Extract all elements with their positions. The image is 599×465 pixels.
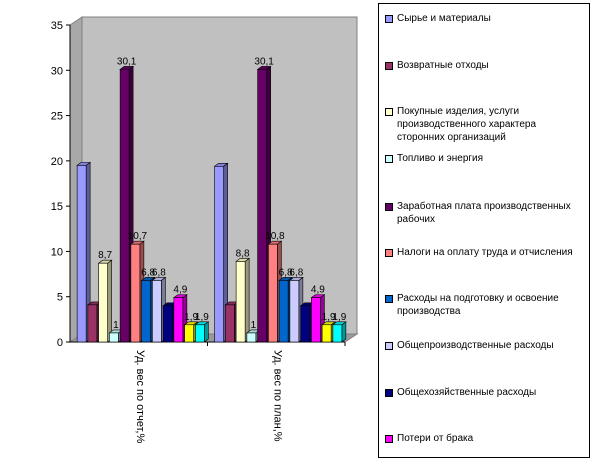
y-tick-label: 15 bbox=[51, 201, 63, 213]
bar bbox=[98, 262, 108, 343]
legend-label: Сырье и материалы bbox=[397, 13, 491, 24]
bar bbox=[257, 69, 267, 343]
legend-label: Расходы на подготовку и освоение произво… bbox=[397, 293, 559, 317]
bar bbox=[141, 280, 151, 343]
data-label: 1,9 bbox=[184, 312, 198, 323]
legend-swatch bbox=[385, 155, 393, 163]
data-label: 6,8 bbox=[289, 267, 303, 278]
bar bbox=[278, 280, 289, 343]
data-label: 30,1 bbox=[254, 56, 274, 67]
data-label: 1,9 bbox=[195, 312, 209, 323]
y-tick-label: 35 bbox=[51, 20, 63, 32]
legend-swatch bbox=[385, 15, 393, 23]
category-label: Уд. вес по отчет,% bbox=[134, 350, 146, 443]
bar bbox=[109, 332, 119, 343]
data-label: 4,9 bbox=[173, 285, 187, 296]
category-label: Уд. вес по план,% bbox=[271, 350, 283, 442]
y-tick-label: 30 bbox=[51, 65, 63, 77]
legend-swatch bbox=[385, 108, 393, 116]
bar bbox=[214, 165, 224, 343]
bar-side bbox=[107, 259, 112, 343]
bar bbox=[87, 304, 98, 343]
bar bbox=[162, 305, 173, 343]
legend-swatch bbox=[385, 389, 393, 397]
legend-label: Покупные изделия, услуги производственно… bbox=[397, 106, 537, 143]
data-label: 8,7 bbox=[98, 250, 112, 261]
bar bbox=[321, 324, 332, 343]
data-label: 1 bbox=[113, 320, 119, 331]
bar bbox=[184, 324, 194, 343]
legend-label: Общепроизводственные расходы bbox=[397, 340, 554, 351]
bar-side bbox=[244, 257, 250, 343]
legend-label: Потери от брака bbox=[397, 433, 474, 444]
bar bbox=[235, 261, 246, 343]
legend-swatch bbox=[385, 62, 393, 70]
data-label: 10,8 bbox=[265, 231, 285, 242]
bar bbox=[289, 280, 300, 343]
legend-label: Топливо и энергия bbox=[397, 153, 484, 164]
y-tick-label: 5 bbox=[57, 292, 63, 304]
bar bbox=[332, 324, 343, 343]
data-label: 1,9 bbox=[332, 312, 346, 323]
legend-swatch bbox=[385, 342, 393, 350]
legend-label: Налоги на оплату труда и отчисления bbox=[397, 247, 573, 258]
data-label: 1 bbox=[251, 320, 257, 331]
bar bbox=[152, 280, 162, 343]
bar bbox=[76, 165, 87, 343]
bar bbox=[130, 243, 141, 343]
legend: Сырье и материалы Возвратные отходы Покупн… bbox=[378, 3, 590, 458]
legend-swatch bbox=[385, 249, 393, 257]
data-label: 4,9 bbox=[311, 285, 325, 296]
chart: 051015202530358,7130,110,76,86,84,91,91,… bbox=[51, 16, 359, 443]
legend-label: Заработная плата производственных рабочи… bbox=[397, 201, 571, 225]
data-label: 6,8 bbox=[152, 267, 166, 278]
y-tick-label: 20 bbox=[51, 156, 63, 168]
y-tick-label: 0 bbox=[57, 337, 63, 349]
legend-swatch bbox=[385, 203, 393, 211]
bar bbox=[268, 243, 278, 343]
legend-label: Общехозяйственные расходы bbox=[397, 387, 537, 398]
bar bbox=[311, 297, 321, 343]
y-tick-label: 10 bbox=[51, 246, 63, 258]
data-label: 10,7 bbox=[128, 231, 148, 242]
legend-swatch bbox=[385, 295, 393, 303]
bar bbox=[119, 69, 130, 343]
data-label: 8,8 bbox=[236, 248, 250, 259]
data-label: 6,8 bbox=[279, 267, 293, 278]
legend-swatch bbox=[385, 435, 393, 443]
bar bbox=[173, 297, 184, 343]
legend-label: Возвратные отходы bbox=[397, 60, 489, 71]
y-tick-label: 25 bbox=[51, 111, 63, 123]
bar-side bbox=[341, 321, 347, 343]
bar bbox=[246, 332, 257, 343]
bar bbox=[300, 305, 310, 343]
bar bbox=[195, 324, 205, 343]
data-label: 6,8 bbox=[141, 267, 155, 278]
bar bbox=[225, 304, 235, 343]
data-label: 30,1 bbox=[117, 56, 137, 67]
bar-side bbox=[204, 321, 209, 343]
data-label: 1,9 bbox=[322, 312, 336, 323]
